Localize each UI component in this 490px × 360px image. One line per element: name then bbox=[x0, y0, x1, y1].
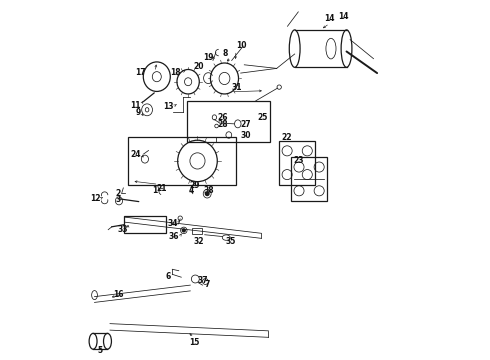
Text: 24: 24 bbox=[130, 150, 141, 159]
Text: 33: 33 bbox=[118, 225, 128, 234]
Bar bbox=[279, 141, 315, 185]
Text: 21: 21 bbox=[157, 184, 167, 193]
Text: 17: 17 bbox=[135, 68, 146, 77]
Text: 15: 15 bbox=[189, 338, 199, 347]
Text: 3: 3 bbox=[116, 195, 121, 204]
Text: 11: 11 bbox=[130, 101, 141, 110]
Text: 2: 2 bbox=[116, 189, 121, 198]
Text: 18: 18 bbox=[171, 68, 181, 77]
Text: 34: 34 bbox=[168, 219, 178, 228]
Bar bbox=[192, 228, 202, 234]
Text: 27: 27 bbox=[240, 120, 251, 129]
Text: 22: 22 bbox=[281, 133, 292, 142]
Text: 37: 37 bbox=[197, 276, 208, 284]
Text: 32: 32 bbox=[194, 237, 204, 246]
Text: 8: 8 bbox=[222, 49, 228, 58]
Text: 10: 10 bbox=[236, 41, 246, 50]
Text: 1: 1 bbox=[152, 186, 158, 195]
Text: 4: 4 bbox=[189, 186, 194, 195]
Text: 29: 29 bbox=[189, 181, 200, 190]
Text: 6: 6 bbox=[166, 272, 171, 281]
Text: 38: 38 bbox=[204, 186, 214, 195]
Text: 14: 14 bbox=[324, 14, 335, 23]
Bar bbox=[128, 137, 236, 185]
Text: 35: 35 bbox=[225, 237, 236, 246]
Text: 14: 14 bbox=[338, 12, 348, 21]
Text: 26: 26 bbox=[217, 112, 228, 122]
Circle shape bbox=[205, 191, 210, 196]
Text: 9: 9 bbox=[135, 108, 141, 117]
Text: 5: 5 bbox=[98, 346, 103, 355]
Text: 16: 16 bbox=[113, 290, 123, 299]
Text: 25: 25 bbox=[258, 112, 268, 122]
Text: 30: 30 bbox=[240, 131, 251, 140]
Text: 36: 36 bbox=[169, 233, 179, 242]
Text: 12: 12 bbox=[90, 194, 100, 203]
Text: 7: 7 bbox=[205, 280, 210, 289]
Bar bbox=[187, 101, 270, 142]
Bar bbox=[124, 216, 166, 233]
Text: 13: 13 bbox=[163, 102, 174, 111]
Text: 23: 23 bbox=[294, 156, 304, 165]
Bar bbox=[291, 157, 327, 201]
Text: 20: 20 bbox=[194, 62, 204, 71]
Text: 28: 28 bbox=[217, 120, 228, 129]
Text: 19: 19 bbox=[203, 53, 213, 62]
Circle shape bbox=[182, 228, 186, 233]
Text: 31: 31 bbox=[231, 83, 242, 92]
